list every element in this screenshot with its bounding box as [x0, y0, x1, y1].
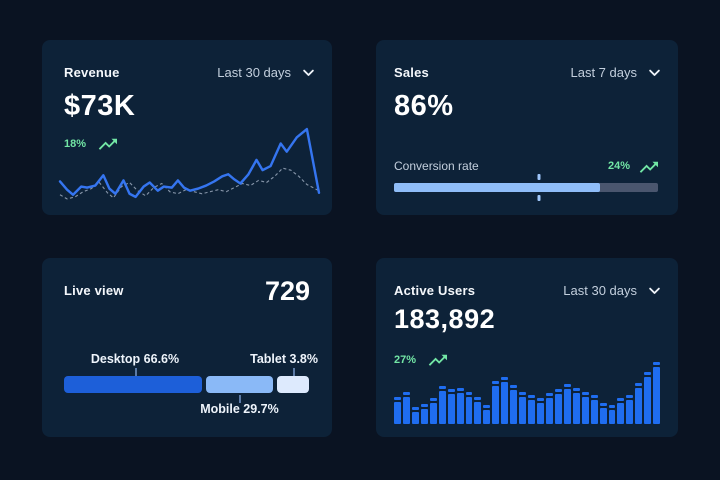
bar [456, 388, 464, 424]
active-users-card-title: Active Users [394, 283, 476, 298]
bar [617, 398, 625, 424]
bar [394, 397, 401, 424]
bar [599, 403, 607, 424]
revenue-period-label: Last 30 days [217, 65, 291, 80]
tablet-tick [293, 368, 295, 376]
bar [590, 395, 598, 424]
sales-value: 86% [394, 90, 454, 122]
bar [519, 392, 527, 424]
bar [438, 386, 446, 424]
chevron-down-icon [649, 69, 660, 76]
bar [429, 398, 437, 424]
bar [635, 383, 643, 424]
bar [510, 385, 518, 424]
tablet-segment [277, 376, 309, 393]
revenue-period-selector[interactable]: Last 30 days [217, 65, 316, 80]
conversion-rate-label: Conversion rate [394, 159, 479, 173]
active-users-card: Active Users Last 30 days 183,892 27% [376, 258, 678, 437]
desktop-segment [64, 376, 203, 393]
live-view-value: 729 [264, 276, 310, 306]
live-view-card-title: Live view [64, 283, 124, 298]
bar [492, 381, 500, 424]
revenue-previous-series [59, 167, 320, 200]
chevron-down-icon [649, 287, 660, 294]
active-users-period-selector[interactable]: Last 30 days [563, 283, 662, 298]
trending-up-icon [639, 161, 658, 173]
bar [644, 372, 652, 424]
trending-up-icon [98, 138, 118, 150]
bar [465, 392, 473, 424]
revenue-current-series [58, 127, 321, 199]
bar [501, 377, 509, 424]
sales-card-title: Sales [394, 65, 429, 80]
conversion-rate-delta: 24% [607, 160, 630, 172]
mobile-tick [239, 395, 241, 403]
bar [563, 384, 571, 424]
mobile-share-label: Mobile 29.7% [200, 402, 279, 416]
revenue-card: Revenue Last 30 days $73K 18% [42, 40, 332, 215]
bar [572, 388, 580, 424]
bar [545, 393, 553, 424]
desktop-tick [135, 368, 137, 376]
progress-marker-bottom [537, 195, 541, 201]
active-users-period-label: Last 30 days [563, 283, 637, 298]
progress-fill [394, 183, 600, 192]
tablet-share-label: Tablet 3.8% [250, 352, 318, 366]
revenue-value: $73K [64, 90, 136, 122]
sales-period-selector[interactable]: Last 7 days [571, 65, 663, 80]
bar [554, 389, 562, 424]
progress-marker-top [537, 174, 541, 180]
device-share-stacked-bar [64, 376, 310, 393]
revenue-line-chart [58, 125, 321, 203]
active-users-delta: 27% [394, 353, 417, 366]
sales-card: Sales Last 7 days 86% Conversion rate 24… [376, 40, 678, 215]
bar [483, 405, 491, 424]
bar [447, 389, 455, 424]
revenue-delta: 18% [64, 137, 87, 150]
bar [420, 404, 428, 424]
bar [537, 398, 544, 424]
active-users-value: 183,892 [394, 304, 496, 334]
trending-up-icon [428, 354, 448, 366]
mobile-segment [206, 376, 274, 393]
bar [626, 395, 634, 424]
bar [581, 392, 589, 424]
bar [411, 407, 419, 424]
bar [402, 392, 410, 424]
revenue-card-title: Revenue [64, 65, 120, 80]
desktop-share-label: Desktop 66.6% [90, 352, 180, 366]
chevron-down-icon [303, 69, 314, 76]
live-view-card: Live view 729 Desktop 66.6% Tablet 3.8% … [42, 258, 332, 437]
active-users-bar-chart [394, 358, 661, 424]
bar [474, 397, 482, 424]
sales-period-label: Last 7 days [570, 65, 638, 80]
conversion-progress-bar [394, 174, 658, 201]
bar [653, 362, 661, 424]
bar [608, 405, 616, 424]
bar [528, 395, 535, 424]
